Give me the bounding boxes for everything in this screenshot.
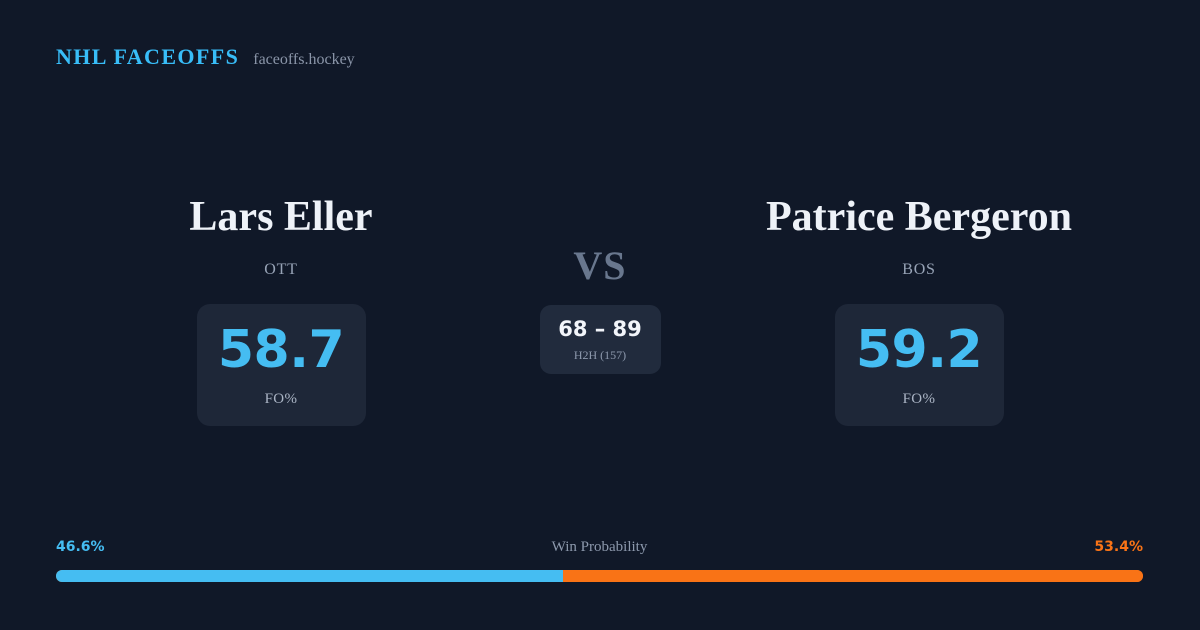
head-to-head-card: 68 – 89 H2H (157)	[539, 305, 661, 374]
player-left-team: OTT	[264, 261, 298, 278]
win-probability-right-value: 53.4%	[1094, 539, 1143, 555]
win-probability-left-value: 46.6%	[56, 539, 105, 555]
versus-label: VS	[573, 243, 627, 288]
head-to-head-record: 68 – 89	[558, 316, 642, 341]
player-left: Lars Eller OTT 58.7 FO%	[56, 196, 506, 426]
win-probability-bar	[56, 570, 1143, 582]
player-right-team: BOS	[902, 261, 936, 278]
brand-title: NHL FACEOFFS	[56, 44, 240, 69]
head-to-head-label: H2H (157)	[573, 347, 627, 362]
player-right-stat-label: FO%	[902, 390, 936, 407]
win-probability-title: Win Probability	[551, 539, 648, 555]
player-right: Patrice Bergeron BOS 59.2 FO%	[694, 196, 1144, 426]
win-probability-bar-left-fill	[56, 570, 563, 582]
player-right-name: Patrice Bergeron	[766, 194, 1072, 240]
player-left-name: Lars Eller	[189, 194, 373, 240]
player-left-stat-value: 58.7	[217, 319, 345, 380]
site-header: NHL FACEOFFS faceoffs.hockey	[56, 46, 355, 68]
matchup-section: Lars Eller OTT 58.7 FO% VS 68 – 89 H2H (…	[0, 196, 1200, 426]
brand-domain: faceoffs.hockey	[253, 51, 355, 68]
versus-block: VS 68 – 89 H2H (157)	[500, 246, 700, 374]
win-probability-bar-right-fill	[562, 570, 1143, 582]
player-left-stat-label: FO%	[264, 390, 298, 407]
player-left-stat-card: 58.7 FO%	[196, 304, 366, 426]
win-probability-section: 46.6% Win Probability 53.4%	[56, 540, 1143, 582]
player-right-stat-card: 59.2 FO%	[834, 304, 1004, 426]
player-right-stat-value: 59.2	[855, 319, 983, 380]
win-probability-labels: 46.6% Win Probability 53.4%	[56, 540, 1143, 558]
